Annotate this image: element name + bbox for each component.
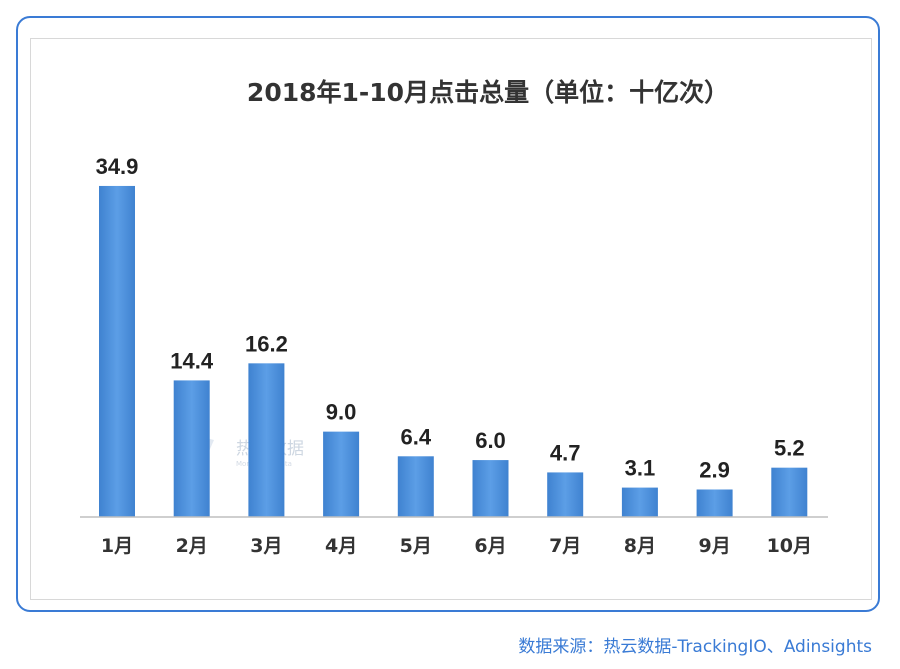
chart-title: 2018年1-10月点击总量（单位：十亿次）	[247, 78, 729, 107]
value-label: 16.2	[245, 331, 288, 356]
value-labels-group: 34.9 14.4 16.2 9.0 6.4 6.0 4.7 3.1 2.9 5.2	[96, 154, 805, 483]
bar-1月	[99, 185, 135, 517]
x-tick-label: 9月	[698, 535, 730, 557]
bar-5月	[397, 456, 434, 517]
x-tick-label: 2月	[176, 535, 208, 557]
value-label: 5.2	[774, 436, 805, 461]
x-tick-label: 7月	[549, 535, 581, 557]
x-tick-label: 3月	[250, 535, 282, 557]
value-label: 3.1	[625, 456, 656, 481]
value-label: 14.4	[170, 348, 214, 373]
x-tick-label: 8月	[624, 535, 656, 557]
bar-7月	[547, 472, 584, 517]
value-label: 6.0	[475, 428, 506, 453]
data-source-note: 数据来源：热云数据-TrackingIO、Adinsights	[518, 637, 872, 657]
value-label: 2.9	[699, 457, 730, 482]
value-label: 9.0	[326, 400, 357, 425]
bar-2月	[173, 380, 210, 517]
x-tick-labels-group: 1月 2月 3月 4月 5月 6月 7月 8月 9月 10月	[101, 535, 812, 557]
value-label: 6.4	[401, 424, 432, 449]
value-label: 4.7	[550, 440, 581, 465]
x-tick-label: 5月	[400, 535, 432, 557]
bar-8月	[621, 487, 658, 517]
x-tick-label: 1月	[101, 535, 133, 557]
x-tick-label: 10月	[767, 535, 812, 557]
x-tick-label: 6月	[474, 535, 506, 557]
bar-10月	[771, 467, 808, 517]
bar-6月	[472, 460, 509, 517]
bars-group	[99, 185, 808, 517]
x-tick-label: 4月	[325, 535, 357, 557]
bar-9月	[696, 489, 733, 517]
value-label: 34.9	[96, 154, 139, 179]
bar-3月	[248, 363, 285, 517]
bar-4月	[323, 431, 360, 517]
